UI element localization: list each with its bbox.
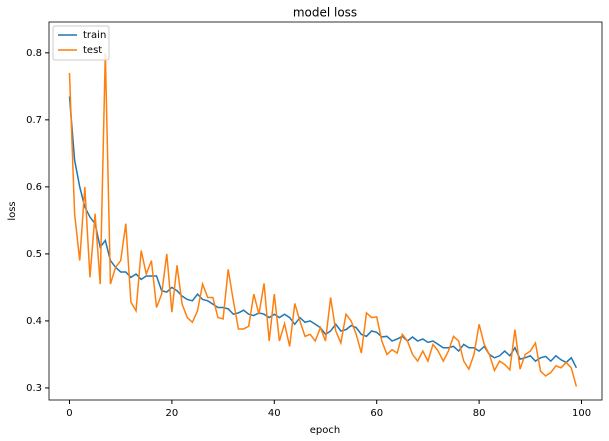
y-tick-label: 0.8 (26, 48, 42, 59)
y-tick-label: 0.4 (26, 316, 42, 327)
x-tick-label: 40 (268, 408, 281, 419)
x-tick-label: 100 (572, 408, 591, 419)
x-tick-label: 80 (473, 408, 486, 419)
x-tick-label: 60 (370, 408, 383, 419)
y-axis-label: loss (7, 201, 18, 220)
x-tick-label: 20 (166, 408, 179, 419)
legend-label: test (83, 45, 102, 56)
chart-title: model loss (293, 6, 357, 20)
y-tick-label: 0.6 (26, 182, 42, 193)
x-axis-label: epoch (310, 425, 340, 436)
line-series (68, 52, 578, 387)
plot-frame (48, 21, 603, 401)
y-tick-label: 0.7 (26, 115, 42, 126)
line-series (68, 96, 578, 369)
y-tick-label: 0.5 (26, 249, 42, 260)
legend-label: train (83, 30, 106, 41)
x-tick-label: 0 (66, 408, 72, 419)
y-tick-label: 0.3 (26, 383, 42, 394)
